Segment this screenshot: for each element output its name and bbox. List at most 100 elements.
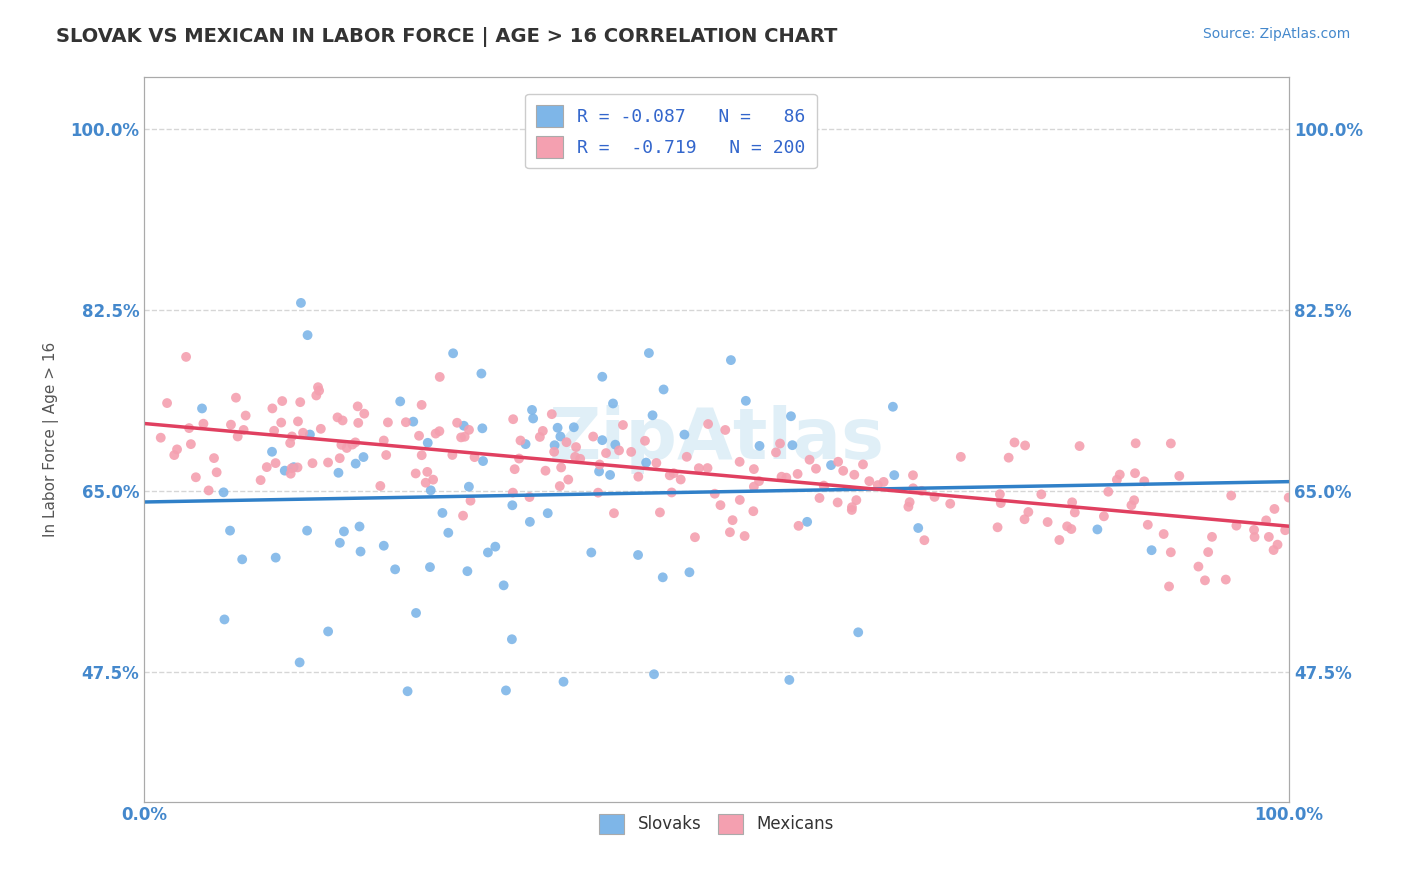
Point: [1225, 518, 1247, 533]
Point: [349, 519, 371, 533]
Point: [586, 485, 609, 500]
Point: [987, 520, 1010, 534]
Point: [429, 370, 451, 384]
Point: [1160, 436, 1182, 450]
Point: [308, 384, 330, 398]
Point: [1014, 512, 1036, 526]
Point: [636, 456, 658, 470]
Point: [988, 487, 1011, 501]
Point: [271, 394, 294, 409]
Point: [270, 416, 292, 430]
Point: [149, 431, 172, 445]
Point: [1160, 545, 1182, 559]
Point: [287, 460, 309, 475]
Point: [501, 498, 523, 512]
Point: [638, 346, 661, 360]
Point: [643, 667, 665, 681]
Y-axis label: In Labor Force | Age > 16: In Labor Force | Age > 16: [44, 342, 59, 537]
Point: [734, 393, 756, 408]
Point: [280, 461, 302, 475]
Point: [769, 436, 792, 450]
Point: [395, 415, 418, 429]
Point: [177, 421, 200, 435]
Point: [529, 430, 551, 444]
Point: [827, 455, 849, 469]
Point: [1036, 515, 1059, 529]
Point: [721, 513, 744, 527]
Point: [547, 421, 569, 435]
Point: [274, 464, 297, 478]
Point: [502, 485, 524, 500]
Point: [841, 500, 863, 515]
Point: [495, 683, 517, 698]
Point: [645, 456, 668, 470]
Point: [1215, 573, 1237, 587]
Point: [543, 438, 565, 452]
Point: [1263, 502, 1285, 516]
Point: [450, 430, 472, 444]
Point: [411, 448, 433, 462]
Point: [422, 473, 444, 487]
Point: [910, 483, 932, 498]
Point: [260, 444, 283, 458]
Point: [1168, 469, 1191, 483]
Point: [342, 437, 364, 451]
Point: [333, 524, 356, 539]
Point: [446, 416, 468, 430]
Point: [605, 438, 627, 452]
Point: [602, 396, 624, 410]
Point: [1243, 523, 1265, 537]
Point: [669, 473, 692, 487]
Point: [451, 508, 474, 523]
Point: [389, 394, 412, 409]
Point: [562, 420, 585, 434]
Point: [703, 487, 725, 501]
Point: [441, 448, 464, 462]
Point: [673, 427, 696, 442]
Point: [780, 409, 803, 424]
Point: [353, 450, 375, 464]
Point: [290, 395, 312, 409]
Point: [508, 451, 530, 466]
Point: [1123, 493, 1146, 508]
Point: [845, 493, 868, 508]
Point: [281, 429, 304, 443]
Point: [384, 562, 406, 576]
Point: [620, 445, 643, 459]
Point: [405, 467, 427, 481]
Point: [298, 427, 321, 442]
Point: [373, 434, 395, 448]
Point: [564, 450, 586, 464]
Point: [901, 481, 924, 495]
Point: [346, 400, 368, 414]
Point: [1201, 530, 1223, 544]
Point: [470, 367, 492, 381]
Point: [295, 524, 318, 538]
Point: [1197, 545, 1219, 559]
Point: [765, 445, 787, 459]
Point: [349, 544, 371, 558]
Point: [297, 328, 319, 343]
Point: [858, 474, 880, 488]
Point: [1153, 527, 1175, 541]
Point: [709, 498, 731, 512]
Point: [720, 353, 742, 368]
Point: [742, 462, 765, 476]
Point: [1014, 438, 1036, 452]
Text: SLOVAK VS MEXICAN IN LABOR FORCE | AGE > 16 CORRELATION CHART: SLOVAK VS MEXICAN IN LABOR FORCE | AGE >…: [56, 27, 838, 46]
Point: [796, 515, 818, 529]
Point: [287, 414, 309, 428]
Point: [748, 474, 770, 488]
Point: [540, 407, 562, 421]
Point: [520, 403, 543, 417]
Point: [1017, 505, 1039, 519]
Point: [543, 444, 565, 458]
Point: [156, 396, 179, 410]
Point: [1108, 467, 1130, 482]
Point: [661, 485, 683, 500]
Point: [696, 461, 718, 475]
Point: [1087, 523, 1109, 537]
Point: [675, 450, 697, 464]
Point: [329, 451, 352, 466]
Point: [226, 429, 249, 443]
